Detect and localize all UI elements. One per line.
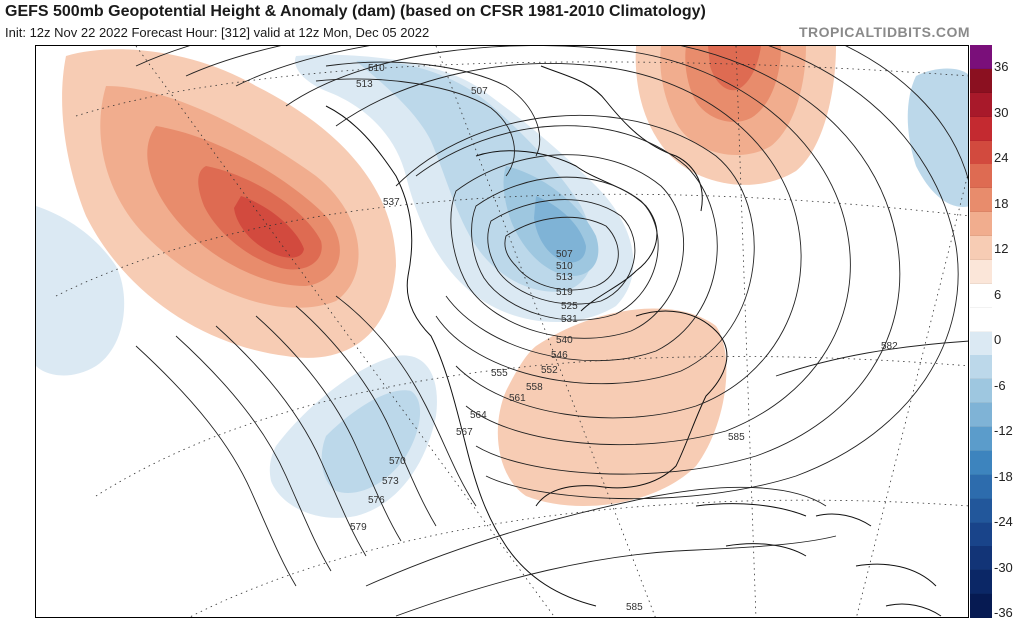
colorbar-segment xyxy=(970,522,992,547)
colorbar-segment xyxy=(970,45,992,69)
colorbar-segment xyxy=(970,474,992,499)
contour-label: 552 xyxy=(541,365,558,376)
map-title: GEFS 500mb Geopotential Height & Anomaly… xyxy=(5,3,706,20)
colorbar-segment xyxy=(970,212,992,237)
colorbar-segment xyxy=(970,594,992,619)
contour-label: 570 xyxy=(389,456,406,467)
contour-label: 585 xyxy=(728,432,745,443)
contour-label: 510 xyxy=(368,63,385,74)
contour-label: 540 xyxy=(556,335,573,346)
colorbar-segment xyxy=(970,283,992,308)
contour-label: 525 xyxy=(561,301,578,312)
contour-label: 579 xyxy=(350,522,367,533)
colorbar-label: -6 xyxy=(994,377,1006,393)
graticule xyxy=(55,46,968,617)
contour-label: 513 xyxy=(556,272,573,283)
contour-label: 546 xyxy=(551,350,568,361)
colorbar-label: 18 xyxy=(994,195,1009,211)
contour-labels: 510 513 507 537 507 510 513 519 525 531 … xyxy=(350,63,898,613)
height-anomaly-map: 510 513 507 537 507 510 513 519 525 531 … xyxy=(36,46,968,617)
map-panel: 510 513 507 537 507 510 513 519 525 531 … xyxy=(35,45,969,618)
contour-label: 576 xyxy=(368,495,385,506)
colorbar-segment xyxy=(970,427,992,451)
contour-label: 573 xyxy=(382,476,399,487)
contour-label: 513 xyxy=(356,79,373,90)
colorbar-label: 36 xyxy=(994,59,1009,74)
colorbar-label: 6 xyxy=(994,286,1002,302)
colorbar-segment xyxy=(970,92,992,117)
colorbar-segment xyxy=(970,331,992,356)
contour-label: 567 xyxy=(456,427,473,438)
colorbar-segment xyxy=(970,188,992,213)
contour-label: 510 xyxy=(556,261,573,272)
contour-label: 555 xyxy=(491,368,508,379)
colorbar-segment xyxy=(970,307,992,332)
anomaly-shading xyxy=(36,46,968,518)
anomaly-colorbar xyxy=(970,45,992,619)
contour-label: 519 xyxy=(556,287,573,298)
height-contours xyxy=(135,46,968,617)
colorbar-segment xyxy=(970,570,992,595)
brand-watermark: TROPICALTIDBITS.COM xyxy=(798,24,970,40)
colorbar-label: -12 xyxy=(994,423,1013,439)
colorbar-label: -18 xyxy=(994,468,1013,484)
colorbar-segment xyxy=(970,116,992,141)
contour-label: 561 xyxy=(509,393,526,404)
colorbar-label: 12 xyxy=(994,241,1009,257)
coastlines xyxy=(325,65,942,617)
colorbar-segment xyxy=(970,498,992,523)
colorbar-segment xyxy=(970,236,992,260)
colorbar-segment xyxy=(970,403,992,428)
colorbar-segment xyxy=(970,140,992,165)
colorbar-segment xyxy=(970,259,992,284)
colorbar-segment xyxy=(970,68,992,93)
colorbar-label: -30 xyxy=(994,559,1013,575)
colorbar-segment xyxy=(970,546,992,571)
colorbar-segment xyxy=(970,164,992,189)
contour-label: 585 xyxy=(626,602,643,613)
colorbar-label: -24 xyxy=(994,514,1013,530)
colorbar-segment xyxy=(970,379,992,404)
map-subtitle: Init: 12z Nov 22 2022 Forecast Hour: [31… xyxy=(5,25,430,40)
colorbar-label: -36 xyxy=(994,605,1013,621)
contour-label: 531 xyxy=(561,314,578,325)
contour-label: 507 xyxy=(471,86,488,97)
contour-label: 564 xyxy=(470,410,487,421)
contour-label: 507 xyxy=(556,249,573,260)
contour-label: 558 xyxy=(526,382,543,393)
colorbar-label: 30 xyxy=(994,104,1009,120)
contour-label: 537 xyxy=(383,197,400,208)
contour-label: 582 xyxy=(881,341,898,352)
colorbar-segment xyxy=(970,355,992,380)
colorbar-label: 0 xyxy=(994,332,1002,348)
colorbar-label: 24 xyxy=(994,150,1009,166)
colorbar-segment xyxy=(970,450,992,475)
